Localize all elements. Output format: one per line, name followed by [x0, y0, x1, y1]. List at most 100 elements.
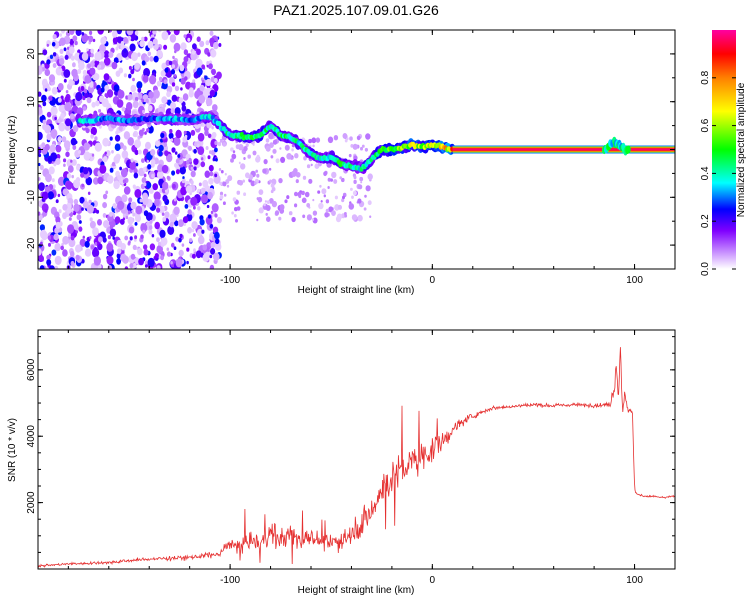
spectrogram-noise-dot — [258, 207, 264, 214]
spectrogram-noise-dot — [51, 178, 55, 183]
spectrogram-noise-dot — [130, 201, 137, 210]
spectrogram-noise-dot — [50, 106, 58, 116]
spectrogram-noise-dot — [133, 172, 139, 179]
spectrogram-noise-dot — [108, 30, 112, 33]
spectrogram-noise-dot — [172, 183, 176, 189]
spectrogram-noise-dot — [265, 205, 271, 211]
spectrogram-noise-dot — [141, 60, 146, 66]
spectrogram-noise-dot — [171, 147, 176, 153]
spectrogram-noise-dot — [71, 174, 74, 179]
spectrogram-noise-dot — [210, 49, 217, 58]
spectrogram-noise-dot — [141, 158, 145, 164]
spectrogram-noise-dot — [163, 79, 168, 85]
spectrogram-noise-dot — [197, 206, 201, 211]
spectrogram-noise-dot — [186, 247, 190, 252]
spectrogram-noise-dot — [48, 157, 52, 163]
spectrogram-noise-dot — [169, 30, 173, 33]
spectrogram-noise-dot — [134, 62, 140, 70]
spectrogram-noise-dot — [63, 163, 66, 167]
spectrogram-noise-dot — [38, 211, 41, 216]
spectrogram-noise-dot — [52, 34, 57, 40]
spectrogram-noise-dot — [318, 202, 324, 210]
spectrogram-noise-dot — [137, 87, 142, 93]
spectrogram-noise-dot — [102, 80, 105, 84]
spectrogram-noise-dot — [89, 217, 93, 222]
spectrogram-noise-dot — [158, 205, 165, 214]
spectrogram-noise-dot — [143, 249, 149, 256]
spectrogram-noise-dot — [197, 146, 205, 156]
spectrogram-noise-dot — [59, 58, 65, 65]
spectrogram-noise-dot — [166, 91, 171, 98]
colorbar-gradient — [712, 30, 736, 269]
spectrogram-noise-dot — [48, 74, 56, 83]
spectrogram-noise-dot — [214, 231, 220, 240]
spectrogram-noise-dot — [311, 137, 317, 144]
spectrogram-noise-dot — [190, 129, 196, 136]
spectrogram-noise-dot — [174, 162, 178, 168]
spectrogram-noise-dot — [157, 164, 164, 173]
spectrogram-noise-dot — [113, 84, 120, 92]
spectrogram-noise-dot — [55, 145, 62, 153]
spectrogram-noise-dot — [108, 51, 114, 58]
spectrogram-noise-dot — [271, 178, 277, 185]
spectrogram-noise-dot — [243, 157, 246, 160]
spectrogram-noise-dot — [116, 30, 122, 35]
spectrogram-noise-dot — [170, 138, 174, 142]
spectrogram-y-label: Frequency (Hz) — [7, 116, 18, 185]
spectrogram-noise-dot — [242, 179, 245, 183]
spectrogram-noise-dot — [256, 218, 259, 222]
spectrogram-noise-dot — [103, 57, 111, 66]
spectrogram-noise-dot — [140, 223, 148, 233]
spectrogram-band-peak — [452, 148, 675, 151]
spectrogram-noise-dot — [207, 155, 211, 160]
spectrogram-noise-dot — [204, 170, 211, 178]
spectrogram-noise-dot — [144, 264, 148, 268]
spectrogram-noise-dot — [81, 32, 85, 36]
spectrogram-noise-dot — [188, 157, 192, 163]
spectrogram-noise-dot — [304, 191, 310, 198]
spectrogram-noise-dot — [48, 166, 55, 175]
spectrogram-noise-dot — [164, 211, 170, 219]
spectrogram-noise-dot — [59, 33, 63, 37]
spectrogram-noise-dot — [353, 175, 357, 180]
spectrogram-noise-dot — [54, 227, 60, 234]
spectrogram-noise-dot — [312, 198, 315, 202]
x-tick-label: 0 — [430, 575, 436, 586]
spectrogram-noise-dot — [154, 198, 160, 207]
spectrogram-noise-dot — [144, 55, 150, 63]
spectrogram-noise-dot — [166, 85, 173, 94]
spectrogram-noise-dot — [174, 85, 180, 92]
spectrogram-noise-dot — [152, 183, 158, 191]
spectrogram-noise-dot — [146, 159, 149, 163]
spectrogram-noise-dot — [156, 80, 162, 87]
spectrogram-noise-dot — [308, 138, 312, 144]
spectrogram-noise-dot — [89, 82, 94, 88]
spectrogram-noise-dot — [323, 194, 326, 198]
spectrogram-noise-dot — [167, 225, 175, 235]
spectrogram-noise-dot — [120, 168, 128, 178]
spectrogram-noise-dot — [169, 221, 174, 228]
spectrogram-noise-dot — [209, 89, 216, 97]
spectrogram-ridge-point — [217, 120, 222, 127]
spectrogram-noise-dot — [208, 214, 211, 219]
spectrogram-noise-dot — [308, 178, 313, 184]
spectrogram-noise-dot — [58, 122, 66, 132]
spectrogram-noise-dot — [320, 200, 323, 203]
spectrogram-noise-dot — [193, 248, 196, 253]
spectrogram-noise-dot — [262, 168, 267, 174]
spectrogram-noise-dot — [222, 142, 227, 147]
spectrogram-noise-dot — [46, 43, 49, 47]
spectrogram-noise-dot — [131, 52, 138, 62]
colorbar-tick-label: 0.0 — [700, 262, 711, 276]
spectrogram-noise-dot — [55, 66, 63, 76]
spectrogram-noise-dot — [161, 30, 169, 41]
spectrogram-noise-dot — [215, 158, 218, 162]
colorbar: 0.0 0.2 0.4 0.6 0.8 Normalized spectral ampl… — [700, 30, 747, 276]
spectrogram-noise-dot — [107, 264, 112, 269]
spectrogram-noise-dot — [127, 137, 134, 146]
spectrogram-noise-dot — [38, 153, 42, 158]
spectrogram-noise-dot — [325, 199, 330, 204]
spectrogram-noise-dot — [65, 90, 69, 94]
spectrogram-noise-dot — [47, 86, 51, 92]
spectrogram-noise-dot — [115, 70, 121, 77]
